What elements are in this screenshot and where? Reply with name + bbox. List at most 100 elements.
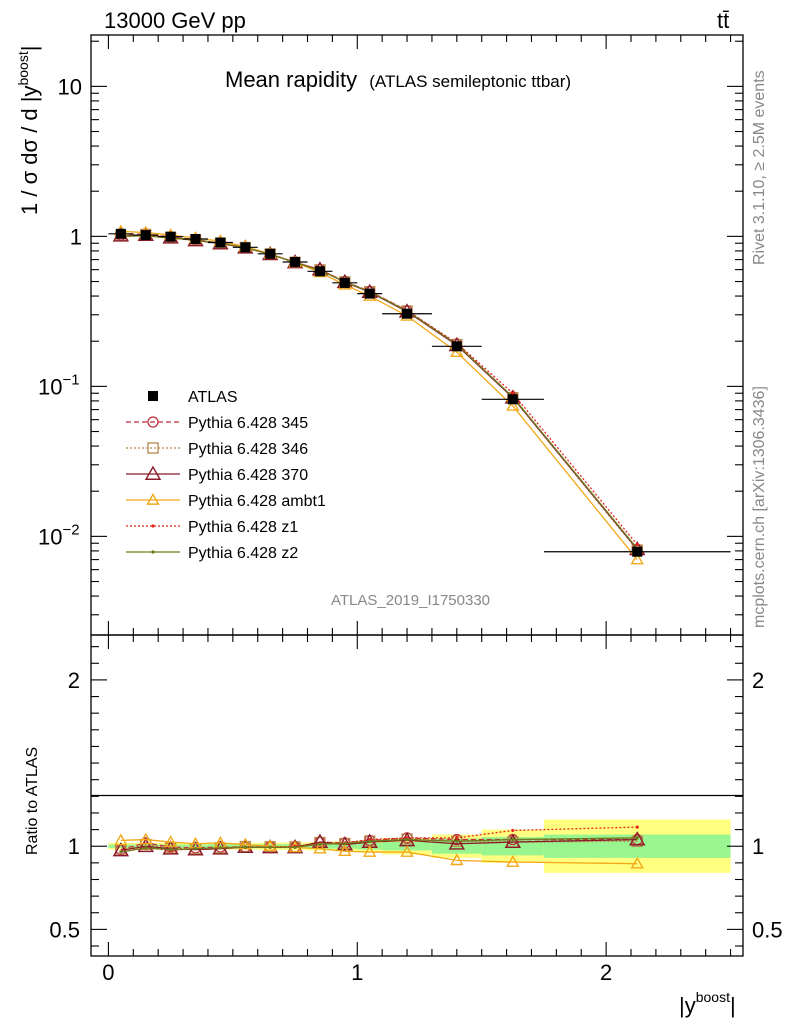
ratio-point [268,845,272,849]
main-y-tick-label: 10−1 [38,371,80,399]
ratio-point [293,845,297,849]
ratio-band-stat [183,844,208,848]
rivet-label: Rivet 3.1.10, ≥ 2.5M events [751,70,768,265]
main-y-axis-label-sup: boost [15,51,31,85]
x-tick-label: 0 [102,960,114,985]
ratio-band-stat [207,844,233,849]
ratio-y-tick-label: 1 [68,834,80,859]
legend-label: Pythia 6.428 z1 [188,519,298,536]
legend-item: Pythia 6.428 346 [126,441,308,458]
main-y-tick-label-exp: −2 [62,521,79,538]
ratio-point [368,839,372,843]
data-point [115,228,126,239]
legend-item: Pythia 6.428 345 [126,415,308,432]
legend-item: Pythia 6.428 ambt1 [126,493,326,510]
ratio-y-tick-labels: 2 1 0.5 2 1 0.5 [49,668,782,942]
ratio-series-group [112,825,646,869]
ratio-point [363,845,377,857]
main-series-group [108,224,731,565]
data-point [165,231,176,242]
ratio-point [243,845,247,849]
ratio-point [400,845,414,857]
ratio-point [318,842,322,846]
ratio-point [635,825,639,829]
ratio-panel: 2 1 0.5 2 1 0.5 0 1 2 Ratio to ATLAS |yboost| [24,634,783,1018]
legend-item: Pythia 6.428 z1 [126,519,298,536]
legend-marker [144,465,162,480]
ratio-point [504,833,522,849]
data-point [635,543,639,547]
data-point [507,394,518,405]
legend: ATLAS Pythia 6.428 345 Pythia 6.428 346 Pyt… [126,389,326,562]
data-point [511,391,515,395]
ratio-point [405,837,409,842]
x-axis-label-pre: |y [679,993,696,1018]
main-axis-ticks [91,35,743,635]
data-point [632,546,643,557]
analysis-id: ATLAS_2019_I1750330 [331,592,490,609]
ratio-band-stat [307,843,333,849]
header-right: tt̄ [717,8,729,33]
legend-item: Pythia 6.428 370 [126,465,308,484]
data-point [450,345,464,358]
ratio-point [630,856,644,869]
x-axis-label-sup: boost [696,989,730,1005]
ratio-axis-ticks [91,635,743,956]
ratio-point [338,844,352,857]
ratio-point [119,850,123,854]
main-y-axis-label-pre: 1 / σ dσ / d |y [17,86,42,215]
ratio-series-5 [119,836,639,854]
legend-label: Pythia 6.428 370 [188,467,308,484]
data-point [240,242,251,253]
main-y-tick-label: 1 [70,224,82,249]
ratio-band-stat [108,844,134,848]
main-y-tick-label-base: 10 [38,524,62,549]
main-y-axis-label: 1 / σ dσ / d |yboost| [15,46,42,215]
data-point [190,234,201,245]
chart-title-main: Mean rapidity [225,67,357,92]
ratio-point [455,836,459,840]
legend-marker [147,416,159,428]
legend-marker [147,442,159,454]
ratio-point [311,833,329,849]
legend-label: ATLAS [188,389,238,406]
ratio-y-axis-label: Ratio to ATLAS [24,747,41,855]
data-point [402,308,413,319]
ratio-x-tick-labels: 0 1 2 [102,960,612,985]
ratio-frame [90,634,744,957]
ratio-point [163,835,178,847]
data-point [451,341,462,352]
ratio-point [112,841,130,857]
legend-label: Pythia 6.428 345 [188,415,308,432]
ratio-point [139,832,153,845]
main-y-tick-label-base: 10 [38,374,62,399]
ratio-point [450,853,464,866]
legend-marker [151,550,155,554]
main-y-axis-label-post: | [17,46,42,52]
legend-marker [151,524,155,528]
ratio-point [506,855,520,867]
x-tick-label: 1 [351,960,363,985]
ratio-point [193,847,198,851]
main-y-tick-label: 10−2 [38,521,80,549]
legend-item: ATLAS [148,389,238,406]
legend-label: Pythia 6.428 346 [188,441,308,458]
ratio-point [511,837,515,842]
legend-marker [146,493,160,505]
data-point [140,230,151,241]
data-point [364,288,375,299]
data-point [339,277,350,288]
chart-title: Mean rapidity (ATLAS semileptonic ttbar) [225,67,571,92]
data-point [506,399,520,411]
ratio-series-line [120,837,638,851]
legend-marker [148,391,158,401]
ratio-point [169,847,173,852]
series-0 [108,228,731,557]
ratio-y-tick-label-right: 2 [752,668,764,693]
ratio-point [343,841,347,846]
ratio-y-tick-label: 2 [68,668,80,693]
legend-label: Pythia 6.428 z2 [188,545,298,562]
ratio-point [263,839,277,852]
